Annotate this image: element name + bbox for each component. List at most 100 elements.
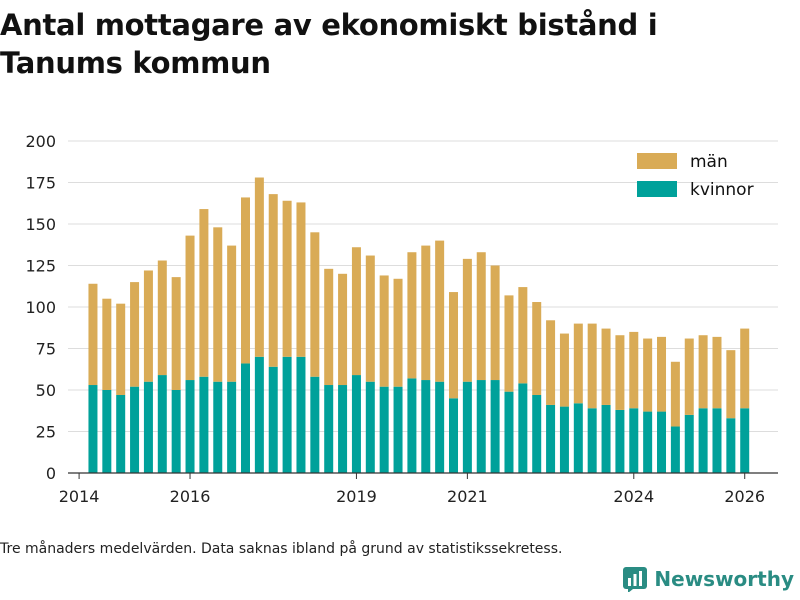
bar-kvinnor-5 (157, 375, 167, 473)
bar-man-27 (462, 258, 472, 382)
bar-kvinnor-16 (310, 376, 320, 473)
bar-kvinnor-11 (241, 363, 250, 473)
bar-kvinnor-1 (102, 390, 112, 473)
legend: män kvinnor (637, 152, 754, 200)
y-axis-ticks: 0 25 50 75 100 125 150 175 200 (25, 132, 56, 483)
bar-man-44 (698, 335, 708, 409)
bar-man-42 (670, 361, 680, 427)
bar-man-3 (130, 282, 140, 387)
y-tick-label-0: 0 (46, 464, 56, 483)
bar-kvinnor-25 (435, 381, 445, 473)
bar-man-11 (241, 197, 250, 364)
x-axis-ticks: 2014 2016 2019 2021 2024 2026 (59, 473, 765, 506)
bar-man-23 (407, 252, 417, 379)
bar-man-28 (476, 252, 486, 381)
bar-kvinnor-33 (546, 404, 556, 473)
bar-kvinnor-19 (351, 375, 361, 473)
footnote: Tre månaders medelvärden. Data saknas ib… (0, 541, 563, 557)
y-tick-label-200: 200 (25, 132, 56, 151)
x-tick-label-2014: 2014 (59, 487, 100, 506)
y-tick-label-125: 125 (25, 257, 56, 276)
bar-kvinnor-8 (199, 376, 209, 473)
legend-label-kvinnor: kvinnor (690, 180, 754, 200)
newsworthy-logo-icon (623, 567, 648, 592)
legend-swatch-men (637, 153, 677, 169)
bar-man-35 (573, 323, 583, 404)
bar-man-19 (351, 247, 361, 376)
bar-man-39 (629, 331, 639, 409)
bar-kvinnor-3 (130, 386, 140, 473)
bar-man-18 (338, 273, 348, 386)
brand-name: Newsworthy (654, 567, 794, 591)
bar-man-16 (310, 232, 320, 377)
x-tick-label-2019: 2019 (336, 487, 377, 506)
bar-kvinnor-14 (282, 356, 292, 473)
bar-kvinnor-40 (643, 411, 653, 473)
bar-kvinnor-6 (171, 390, 181, 473)
bar-man-24 (421, 245, 431, 381)
bar-man-25 (435, 240, 445, 382)
bar-kvinnor-34 (559, 406, 569, 473)
legend-swatch-kvinnor (637, 181, 677, 197)
bar-man-22 (393, 278, 403, 387)
brand: Newsworthy (622, 566, 794, 592)
x-tick-label-2021: 2021 (447, 487, 488, 506)
bar-man-33 (546, 320, 556, 405)
bar-man-47 (740, 328, 750, 409)
bar-kvinnor-9 (213, 381, 223, 473)
bar-kvinnor-31 (518, 383, 528, 473)
bar-kvinnor-35 (573, 403, 583, 473)
bar-man-31 (518, 287, 528, 384)
bar-kvinnor-7 (185, 380, 195, 473)
bar-man-45 (712, 336, 722, 409)
bar-kvinnor-2 (116, 394, 126, 473)
bar-kvinnor-21 (379, 386, 389, 473)
y-tick-label-75: 75 (36, 340, 56, 359)
bar-man-15 (296, 202, 306, 357)
bar-kvinnor-15 (296, 356, 306, 473)
bar-kvinnor-18 (338, 385, 348, 473)
y-tick-label-175: 175 (25, 174, 56, 193)
bar-man-46 (726, 350, 736, 419)
y-tick-label-50: 50 (36, 381, 56, 400)
bar-kvinnor-37 (601, 404, 611, 473)
bar-man-40 (643, 338, 653, 412)
bar-man-10 (227, 245, 237, 382)
bar-kvinnor-32 (532, 394, 542, 473)
bar-kvinnor-20 (365, 381, 375, 473)
bar-man-34 (559, 333, 569, 407)
bar-kvinnor-10 (227, 381, 237, 473)
bar-man-37 (601, 328, 611, 405)
bar-kvinnor-24 (421, 380, 431, 473)
bar-kvinnor-22 (393, 386, 403, 473)
bar-kvinnor-45 (712, 408, 722, 473)
bar-kvinnor-36 (587, 408, 597, 473)
bar-kvinnor-43 (684, 414, 694, 473)
bar-man-36 (587, 323, 597, 409)
bar-man-17 (324, 268, 334, 386)
bar-kvinnor-42 (670, 426, 680, 473)
bar-man-0 (88, 283, 98, 386)
x-tick-label-2024: 2024 (613, 487, 654, 506)
bar-man-38 (615, 335, 625, 410)
bar-man-7 (185, 235, 195, 381)
bar-kvinnor-13 (268, 366, 278, 473)
bar-man-20 (365, 255, 375, 382)
bar-kvinnor-17 (324, 385, 334, 473)
bar-kvinnor-27 (462, 381, 472, 473)
bar-kvinnor-28 (476, 380, 486, 473)
bar-man-32 (532, 302, 542, 395)
x-tick-label-2026: 2026 (724, 487, 765, 506)
y-tick-label-150: 150 (25, 215, 56, 234)
bar-man-14 (282, 200, 292, 357)
bar-man-21 (379, 275, 389, 387)
bar-kvinnor-39 (629, 408, 639, 473)
bar-kvinnor-26 (449, 398, 459, 473)
bar-man-30 (504, 295, 514, 392)
bar-man-4 (143, 270, 153, 382)
bar-man-1 (102, 298, 112, 390)
bar-man-12 (254, 177, 264, 357)
bar-man-2 (116, 303, 126, 395)
bar-man-13 (268, 194, 278, 367)
